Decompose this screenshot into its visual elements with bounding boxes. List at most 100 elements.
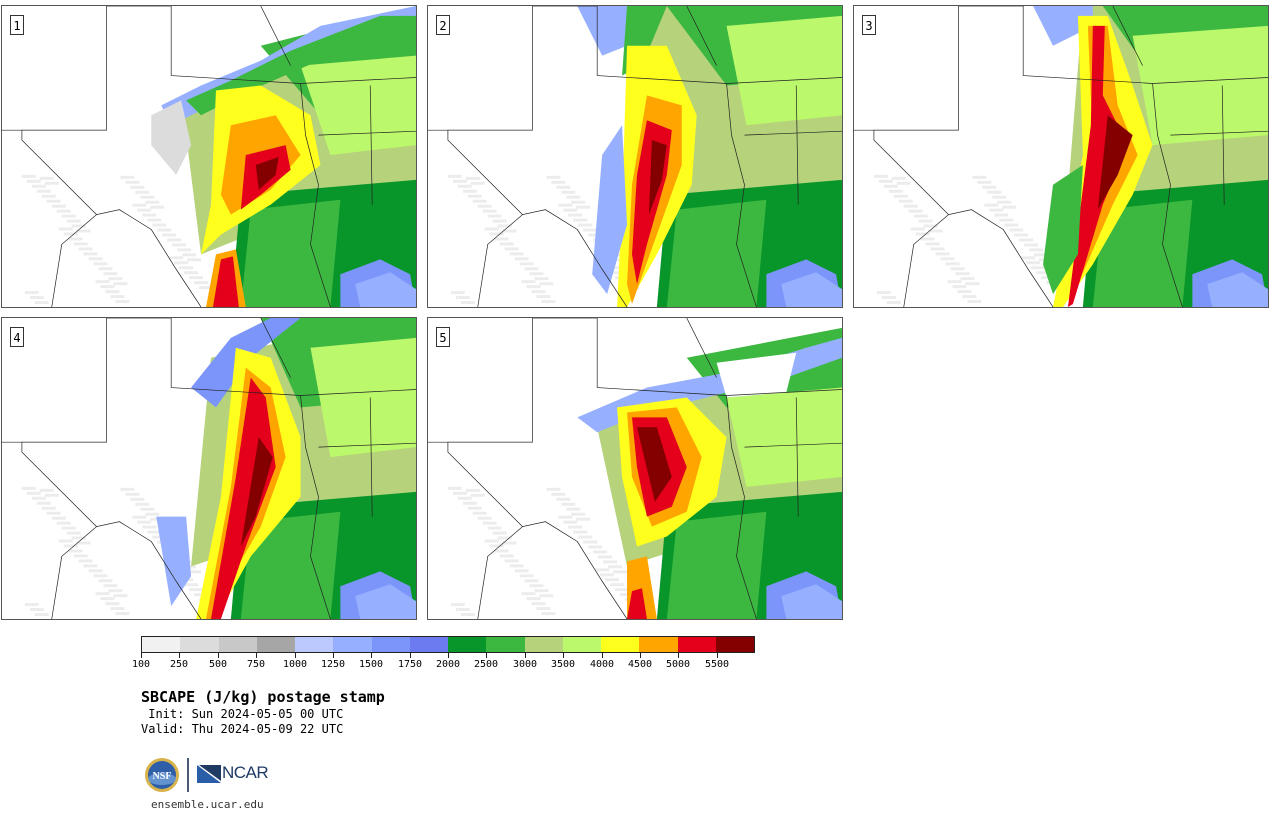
dryline-speckle [593, 550, 608, 554]
colorbar-tick [256, 653, 257, 658]
dryline-speckle [534, 589, 549, 593]
dryline-speckle [472, 199, 487, 203]
dryline-speckle [132, 203, 147, 207]
dryline-speckle [68, 237, 83, 241]
cloud-clear-area [716, 352, 797, 398]
colorbar-tick-label: 250 [169, 659, 189, 670]
colorbar-tick-label: 2500 [473, 659, 499, 670]
colorbar-tick-label: 3000 [512, 659, 538, 670]
dryline-speckle [147, 530, 162, 534]
dryline-speckle [105, 602, 120, 606]
colorbar-swatch [677, 637, 716, 652]
dryline-speckle [957, 290, 972, 294]
dryline-speckle [482, 209, 497, 213]
dryline-speckle [484, 539, 499, 543]
dryline-speckle [68, 549, 83, 553]
dryline-speckle [152, 535, 167, 539]
dryline-speckle [928, 229, 943, 233]
dryline-speckle [588, 233, 603, 237]
dryline-speckle [44, 493, 59, 497]
dryline-speckle [955, 272, 970, 276]
valid-time: Valid: Thu 2024-05-09 22 UTC [141, 722, 344, 736]
dryline-speckle [494, 237, 509, 241]
dryline-speckle [199, 286, 213, 290]
dryline-speckle [450, 291, 465, 295]
dryline-speckle [145, 200, 160, 204]
dryline-speckle [1034, 253, 1049, 257]
dryline-speckle [115, 612, 130, 616]
gulf-lower-cape-light [781, 584, 842, 619]
dryline-speckle [21, 174, 36, 178]
dryline-speckle [1019, 238, 1034, 242]
arkansas-south-border [318, 442, 416, 448]
dryline-speckle [95, 280, 110, 284]
dryline-speckle [913, 214, 928, 218]
dryline-speckle [157, 228, 172, 232]
colorbar-tick [563, 653, 564, 658]
dryline-speckle [526, 597, 541, 601]
colorbar-swatch [448, 637, 487, 652]
dryline-speckle [39, 176, 54, 180]
dryline-speckle [568, 525, 583, 529]
dryline-speckle [41, 194, 56, 198]
arkansas-north-border [300, 389, 416, 396]
dryline-speckle [573, 530, 588, 534]
dryline-speckle [504, 559, 519, 563]
dryline-speckle [189, 276, 204, 280]
dryline-speckle [529, 584, 544, 588]
dryline-speckle [576, 205, 591, 209]
gulf-moisture [666, 199, 767, 307]
colorbar-tick-label: 3500 [550, 659, 576, 670]
dry-gray [151, 100, 192, 175]
dryline-speckle [893, 194, 908, 198]
gulf-moisture [1092, 199, 1193, 307]
dryline-speckle [130, 185, 145, 189]
dryline-speckle [918, 219, 933, 223]
dryline-speckle [1021, 256, 1036, 260]
dryline-speckle [105, 290, 120, 294]
dryline-speckle [470, 181, 485, 185]
gulf-moisture [240, 511, 341, 619]
dryline-speckle [608, 565, 623, 569]
dryline-speckle [108, 589, 123, 593]
dryline-speckle [120, 175, 135, 179]
dryline-speckle [903, 204, 918, 208]
texas-border [21, 129, 202, 307]
mississippi-border [1221, 85, 1225, 205]
dryline-speckle [140, 195, 155, 199]
dryline-speckle [189, 588, 204, 592]
dryline-speckle [58, 539, 73, 543]
dryline-speckle [499, 242, 514, 246]
dryline-speckle [78, 247, 93, 251]
dryline-speckle [509, 252, 524, 256]
colorbar-ticks: 100 250 500 750 1000 1250 1500 1750 2000 2500 3000… [132, 653, 755, 675]
dryline-speckle [184, 583, 199, 587]
louisiana-border [300, 83, 331, 307]
dryline-speckle [120, 487, 135, 491]
dryline-speckle [610, 583, 625, 587]
dryline-speckle [571, 512, 586, 516]
dryline-speckle [31, 184, 46, 188]
dryline-speckle [100, 597, 115, 601]
dryline-speckle [561, 502, 576, 506]
colorbar-swatch [333, 637, 372, 652]
colorbar-tick [371, 653, 372, 658]
mexico-border [51, 526, 97, 619]
colorbar-tick-label: 500 [208, 659, 228, 670]
colorbar-tick [525, 653, 526, 658]
dryline-speckle [66, 219, 81, 223]
dryline-speckle [465, 488, 480, 492]
dryline-speckle [56, 521, 71, 525]
dryline-speckle [578, 223, 593, 227]
dryline-speckle [100, 285, 115, 289]
dryline-speckle [499, 554, 514, 558]
dryline-speckle [41, 506, 56, 510]
dryline-speckle [576, 517, 591, 521]
dryline-speckle [573, 218, 588, 222]
southern-red [627, 588, 647, 619]
dryline-speckle [36, 189, 51, 193]
moist-field-east [310, 337, 416, 458]
dryline-speckle [130, 497, 145, 501]
plot-title: SBCAPE (J/kg) postage stamp [141, 688, 385, 706]
kansas-border [260, 6, 291, 66]
